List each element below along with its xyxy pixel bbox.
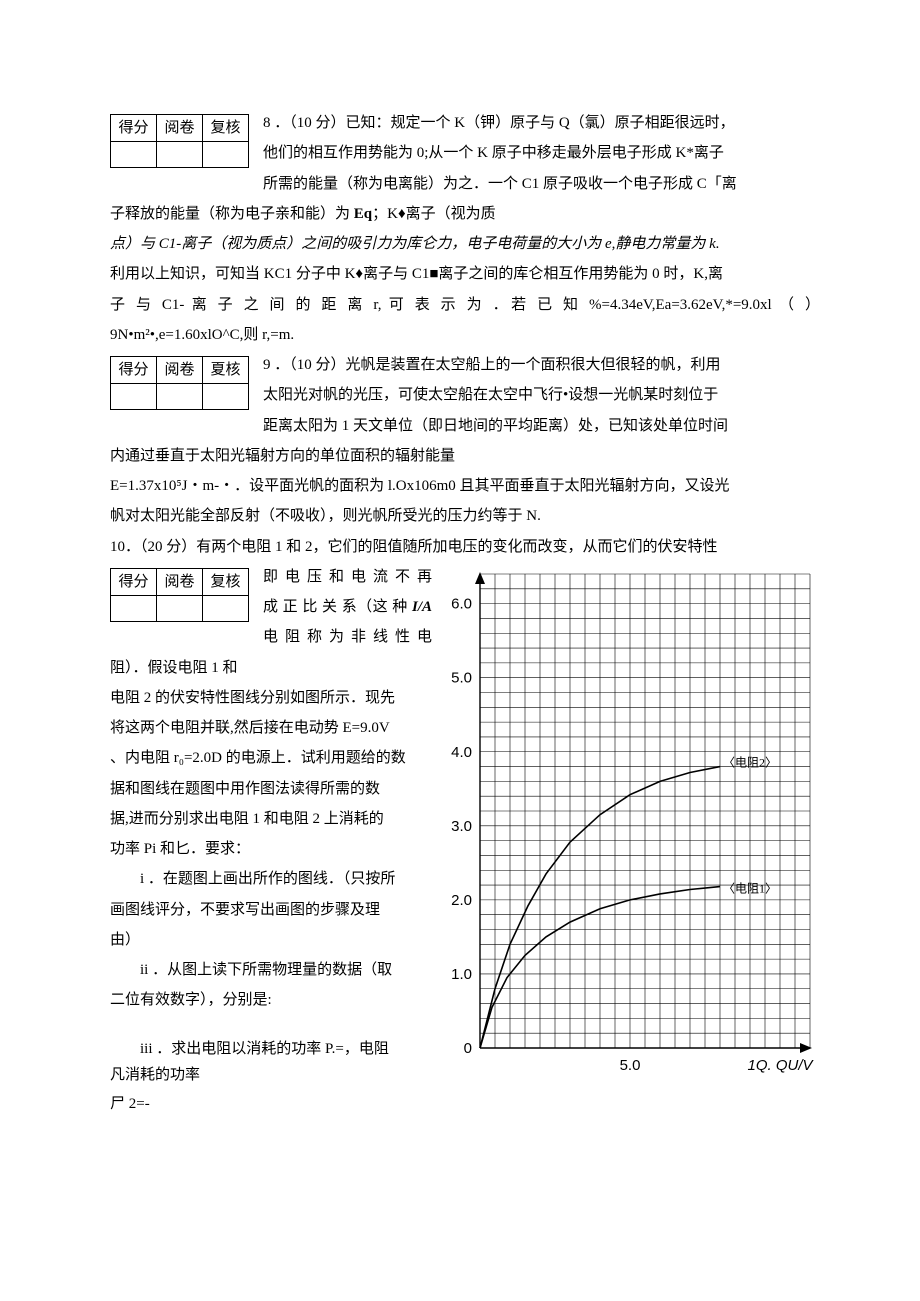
q8-line4: 子释放的能量（称为电子亲和能）为 Eq；K♦离子（视为质 <box>110 201 820 227</box>
score-col-recheck: 复核 <box>203 568 249 595</box>
q8-line7: 子 与 C1- 离 子 之 间 的 距 离 r, 可 表 示 为 ．若 已 知 … <box>110 292 820 318</box>
q10-intro: 10．（20 分）有两个电阻 1 和 2，它们的阻值随所加电压的变化而改变，从而… <box>110 534 820 560</box>
score-box-q8: 得分 阅卷 复核 <box>110 114 249 168</box>
svg-text:3.0: 3.0 <box>451 818 472 835</box>
svg-text:〈电阻1〉: 〈电阻1〉 <box>723 881 777 895</box>
svg-text:5.0: 5.0 <box>451 669 472 686</box>
score-col-score: 得分 <box>111 357 157 384</box>
score-col-recheck-alt: 夏核 <box>203 357 249 384</box>
q9-line5: E=1.37x10⁵J・m-・．设平面光帆的面积为 l.Ox106m0 且其平面… <box>110 473 820 499</box>
svg-text:4.0: 4.0 <box>451 744 472 761</box>
svg-text:1Q. QU/V: 1Q. QU/V <box>747 1057 814 1074</box>
score-col-recheck: 复核 <box>203 115 249 142</box>
score-box-q10: 得分 阅卷 复核 <box>110 568 249 622</box>
svg-text:〈电阻2〉: 〈电阻2〉 <box>723 755 777 769</box>
score-col-score: 得分 <box>111 568 157 595</box>
q9-line3: 距离太阳为 1 天文单位（即日地间的平均距离）处，已知该处单位时间 <box>110 413 820 439</box>
q8-line8: 9N•m²•,e=1.60xlO^C,则 r,=m. <box>110 322 820 348</box>
score-col-review: 阅卷 <box>157 115 203 142</box>
q8-line5: 点）与 C1-离子（视为质点）之间的吸引力为库仑力，电子电荷量的大小为 e,静电… <box>110 231 820 257</box>
svg-text:5.0: 5.0 <box>620 1057 641 1074</box>
svg-text:6.0: 6.0 <box>451 595 472 612</box>
svg-text:1.0: 1.0 <box>451 966 472 983</box>
q8-line6: 利用以上知识，可知当 KC1 分子中 K♦离子与 C1■离子之间的库仑相互作用势… <box>110 261 820 287</box>
q10-sub-iii3: 尸 2=- <box>110 1091 820 1117</box>
vi-chart: 0 1.0 2.0 3.0 4.0 5.0 6.0 5.0 1Q. QU/V 〈电阻1〉 〈电阻2〉 <box>440 566 820 1086</box>
score-col-review: 阅卷 <box>157 568 203 595</box>
score-box-q9: 得分 阅卷 夏核 <box>110 356 249 410</box>
svg-text:0: 0 <box>464 1040 472 1057</box>
q9-line6: 帆对太阳光能全部反射（不吸收），则光帆所受光的压力约等于 N. <box>110 503 820 529</box>
score-col-review: 阅卷 <box>157 357 203 384</box>
q9-line4: 内通过垂直于太阳光辐射方向的单位面积的辐射能量 <box>110 443 820 469</box>
score-col-score: 得分 <box>111 115 157 142</box>
svg-text:2.0: 2.0 <box>451 892 472 909</box>
q8-line3: 所需的能量（称为电离能）为之．一个 C1 原子吸收一个电子形成 C「离 <box>110 171 820 197</box>
